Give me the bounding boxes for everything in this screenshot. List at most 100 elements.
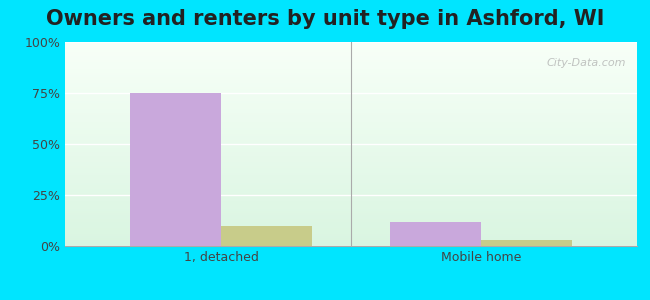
Bar (65, 138, 637, 140)
Bar (65, 191, 637, 193)
Bar (65, 44, 637, 46)
Bar (65, 124, 637, 126)
Bar (65, 58, 637, 60)
Bar (65, 197, 637, 199)
Bar (65, 87, 637, 89)
Bar (65, 154, 637, 156)
Bar (65, 146, 637, 148)
Bar (65, 177, 637, 179)
Bar (65, 85, 637, 87)
Bar (65, 93, 637, 95)
Bar (65, 187, 637, 189)
Bar (65, 126, 637, 128)
Bar (65, 207, 637, 209)
Bar (65, 107, 637, 109)
Bar (65, 62, 637, 64)
Bar (65, 232, 637, 234)
Bar (65, 42, 637, 44)
Bar (65, 230, 637, 232)
Bar (65, 215, 637, 217)
Bar (65, 148, 637, 150)
Bar (65, 60, 637, 62)
Bar (481, 240, 572, 246)
Text: City-Data.com: City-Data.com (546, 58, 625, 68)
Text: Owners and renters by unit type in Ashford, WI: Owners and renters by unit type in Ashfo… (46, 9, 605, 29)
Bar (65, 56, 637, 58)
Bar (65, 111, 637, 113)
Bar (65, 48, 637, 50)
Bar (65, 79, 637, 81)
Bar (65, 172, 637, 175)
Bar (65, 169, 637, 170)
Bar (65, 240, 637, 242)
Bar (65, 77, 637, 79)
Bar (65, 81, 637, 83)
Bar (65, 128, 637, 130)
Bar (65, 185, 637, 187)
Bar (65, 201, 637, 203)
Bar (65, 68, 637, 70)
Bar (65, 119, 637, 122)
Bar (65, 221, 637, 224)
Bar (65, 224, 637, 226)
Bar (65, 113, 637, 116)
Bar (65, 130, 637, 132)
Bar (65, 116, 637, 118)
Bar (65, 220, 637, 221)
Bar (65, 234, 637, 236)
Bar (65, 75, 637, 77)
Bar (65, 199, 637, 201)
Bar (130, 93, 221, 246)
Bar (65, 181, 637, 183)
Bar (65, 150, 637, 152)
Bar (65, 183, 637, 185)
Bar (65, 67, 637, 68)
Bar (65, 175, 637, 177)
Bar (65, 209, 637, 211)
Bar (65, 52, 637, 54)
Bar (65, 152, 637, 154)
Bar (65, 193, 637, 195)
Bar (65, 134, 637, 136)
Bar (65, 205, 637, 207)
Bar (65, 109, 637, 111)
Bar (65, 211, 637, 213)
Bar (65, 132, 637, 134)
Bar (65, 242, 637, 244)
Bar (65, 105, 637, 107)
Bar (65, 179, 637, 181)
Bar (65, 195, 637, 197)
Bar (65, 203, 637, 205)
Bar (65, 64, 637, 67)
Bar (65, 140, 637, 142)
Bar (65, 160, 637, 162)
Bar (65, 238, 637, 240)
Bar (65, 136, 637, 138)
Bar (65, 99, 637, 101)
Bar (65, 213, 637, 215)
Bar (65, 218, 637, 220)
Bar (65, 158, 637, 160)
Bar (65, 118, 637, 119)
Bar (65, 122, 637, 124)
Bar (65, 162, 637, 164)
Bar (65, 228, 637, 230)
Bar (65, 156, 637, 158)
Bar (65, 167, 637, 169)
Bar (65, 144, 637, 146)
Bar (65, 164, 637, 166)
Bar (65, 50, 637, 52)
Bar (65, 170, 637, 172)
Bar (390, 221, 481, 246)
Bar (65, 189, 637, 191)
Bar (65, 142, 637, 144)
Bar (65, 83, 637, 85)
Bar (221, 226, 312, 246)
Bar (65, 103, 637, 105)
Bar (65, 236, 637, 238)
Bar (65, 244, 637, 246)
Bar (65, 226, 637, 228)
Bar (65, 70, 637, 73)
Bar (65, 101, 637, 103)
Bar (65, 91, 637, 93)
